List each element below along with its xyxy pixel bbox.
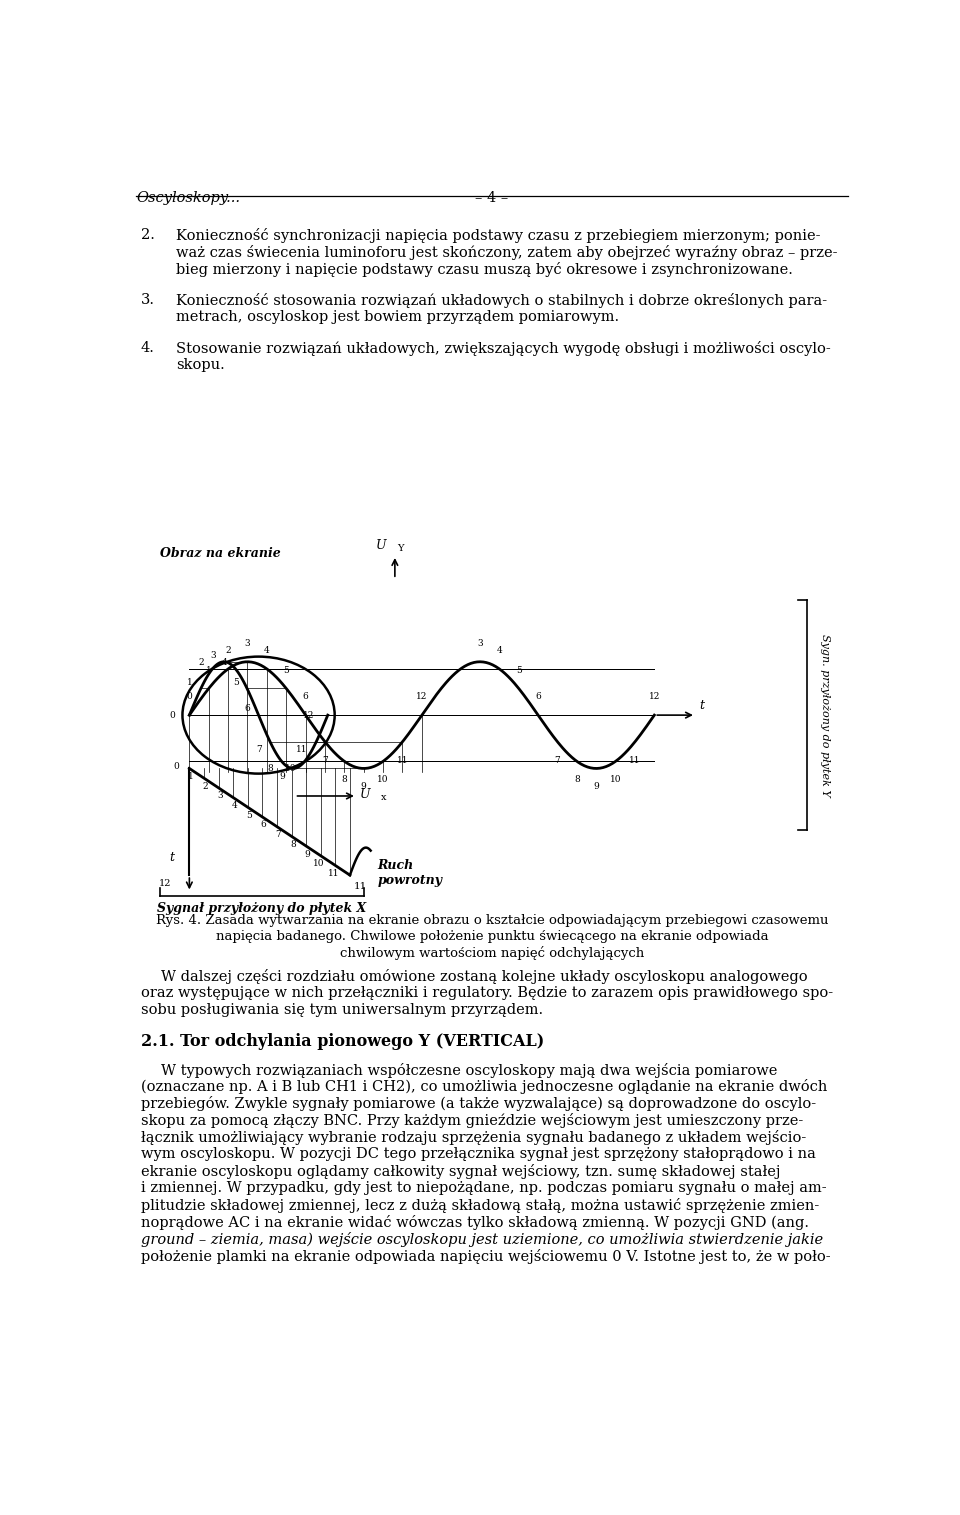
Text: 10: 10 <box>377 776 389 785</box>
Text: 0: 0 <box>170 711 176 720</box>
Text: Y: Y <box>396 544 403 553</box>
Text: 0: 0 <box>186 692 192 701</box>
Text: 6: 6 <box>302 692 308 701</box>
Text: 8: 8 <box>574 776 580 785</box>
Text: 2: 2 <box>199 658 204 667</box>
Text: 7: 7 <box>276 830 281 839</box>
Text: 11: 11 <box>328 870 340 877</box>
Text: 4.: 4. <box>141 341 155 355</box>
Text: 11: 11 <box>297 745 308 754</box>
Text: t: t <box>170 851 175 865</box>
Text: 9: 9 <box>361 782 367 791</box>
Text: 3: 3 <box>245 639 251 648</box>
Text: skopu.: skopu. <box>176 358 225 373</box>
Text: ground – ziemia, masa) wejście oscyloskopu jest uziemione, co umożliwia stwierdz: ground – ziemia, masa) wejście oscylosko… <box>141 1232 823 1247</box>
Text: 1: 1 <box>205 665 211 674</box>
Text: 9: 9 <box>279 771 285 780</box>
Text: 0: 0 <box>173 762 179 771</box>
Text: 12: 12 <box>649 692 660 701</box>
Text: Ruch
powrotny: Ruch powrotny <box>377 859 443 888</box>
Text: napięcia badanego. Chwilowe położenie punktu świecącego na ekranie odpowiada: napięcia badanego. Chwilowe położenie pu… <box>216 930 768 944</box>
Text: Konieczność synchronizacji napięcia podstawy czasu z przebiegiem mierzonym; poni: Konieczność synchronizacji napięcia pods… <box>176 229 820 244</box>
Text: położenie plamki na ekranie odpowiada napięciu wejściowemu 0 V. Istotne jest to,: położenie plamki na ekranie odpowiada na… <box>141 1248 830 1264</box>
Text: wym oscyloskopu. W pozycji DC tego przełącznika sygnał jest sprzężony stałoprądo: wym oscyloskopu. W pozycji DC tego przeł… <box>141 1147 816 1160</box>
Text: 4: 4 <box>496 647 502 654</box>
Text: 2.1. Tor odchylania pionowego Y (VERTICAL): 2.1. Tor odchylania pionowego Y (VERTICA… <box>141 1033 544 1050</box>
Text: U: U <box>360 788 371 801</box>
Text: U: U <box>375 539 386 551</box>
Text: 6: 6 <box>245 704 251 714</box>
Text: 10: 10 <box>313 859 324 868</box>
Text: 4: 4 <box>231 801 237 811</box>
Text: bieg mierzony i napięcie podstawy czasu muszą być okresowe i zsynchronizowane.: bieg mierzony i napięcie podstawy czasu … <box>176 262 793 277</box>
Text: 10: 10 <box>610 776 621 785</box>
Text: łącznik umożliwiający wybranie rodzaju sprzężenia sygnału badanego z układem wej: łącznik umożliwiający wybranie rodzaju s… <box>141 1130 806 1145</box>
Text: 7: 7 <box>256 745 262 754</box>
Text: 3: 3 <box>210 651 216 661</box>
Text: 4: 4 <box>222 658 228 667</box>
Text: Sygn. przyłożony do płytek Y: Sygn. przyłożony do płytek Y <box>821 633 830 797</box>
Text: Konieczność stosowania rozwiązań układowych o stabilnych i dobrze określonych pa: Konieczność stosowania rozwiązań układow… <box>176 294 827 308</box>
Text: 4: 4 <box>264 647 270 654</box>
Text: noprądowe AC i na ekranie widać wówczas tylko składową zmienną. W pozycji GND (a: noprądowe AC i na ekranie widać wówczas … <box>141 1215 809 1230</box>
Text: Rys. 4. Zasada wytwarzania na ekranie obrazu o kształcie odpowiadającym przebieg: Rys. 4. Zasada wytwarzania na ekranie ob… <box>156 915 828 927</box>
Text: 10: 10 <box>285 765 297 773</box>
Text: – 4 –: – 4 – <box>475 191 509 205</box>
Text: metrach, oscyloskop jest bowiem przyrządem pomiarowym.: metrach, oscyloskop jest bowiem przyrząd… <box>176 311 619 324</box>
Text: 3.: 3. <box>141 294 155 308</box>
Text: przebiegów. Zwykle sygnały pomiarowe (a także wyzwalające) są doprowadzone do os: przebiegów. Zwykle sygnały pomiarowe (a … <box>141 1097 816 1112</box>
Text: 2: 2 <box>226 647 231 654</box>
Text: 6: 6 <box>536 692 541 701</box>
Text: Obraz na ekranie: Obraz na ekranie <box>159 547 280 561</box>
Text: 5: 5 <box>233 677 239 686</box>
Text: 11: 11 <box>353 882 367 891</box>
Text: 5: 5 <box>516 665 521 674</box>
Text: 11: 11 <box>396 756 408 765</box>
Text: 6: 6 <box>261 821 267 829</box>
Text: 7: 7 <box>323 756 328 765</box>
Text: 12: 12 <box>302 711 314 720</box>
Text: skopu za pomocą złączy BNC. Przy każdym gnieździe wejściowym jest umieszczony pr: skopu za pomocą złączy BNC. Przy każdym … <box>141 1114 804 1129</box>
Text: W dalszej części rozdziału omówione zostaną kolejne układy oscyloskopu analogowe: W dalszej części rozdziału omówione zost… <box>161 970 807 985</box>
Text: 2.: 2. <box>141 229 155 242</box>
Text: waż czas świecenia luminoforu jest skończony, zatem aby obejrzeć wyraźny obraz –: waż czas świecenia luminoforu jest skońc… <box>176 245 837 261</box>
Text: ekranie oscyloskopu oglądamy całkowity sygnał wejściowy, tzn. sumę składowej sta: ekranie oscyloskopu oglądamy całkowity s… <box>141 1164 780 1179</box>
Text: Oscyloskopy...: Oscyloskopy... <box>136 191 240 205</box>
Text: 9: 9 <box>304 850 310 859</box>
Text: 1: 1 <box>187 677 193 686</box>
Text: 3: 3 <box>217 791 223 800</box>
Text: 1: 1 <box>188 773 194 780</box>
Text: 3: 3 <box>477 639 483 648</box>
Text: 8: 8 <box>290 839 296 848</box>
Text: 7: 7 <box>555 756 561 765</box>
Text: 12: 12 <box>159 879 172 888</box>
Text: x: x <box>381 794 387 803</box>
Text: W typowych rozwiązaniach współczesne oscyloskopy mają dwa wejścia pomiarowe: W typowych rozwiązaniach współczesne osc… <box>161 1062 778 1077</box>
Text: sobu posługiwania się tym uniwersalnym przyrządem.: sobu posługiwania się tym uniwersalnym p… <box>141 1003 543 1017</box>
Text: (oznaczane np. A i B lub CH1 i CH2), co umożliwia jednoczesne oglądanie na ekran: (oznaczane np. A i B lub CH1 i CH2), co … <box>141 1080 828 1094</box>
Text: t: t <box>699 698 705 712</box>
Text: 12: 12 <box>417 692 427 701</box>
Text: 8: 8 <box>342 776 348 785</box>
Text: oraz występujące w nich przełączniki i regulatory. Będzie to zarazem opis prawid: oraz występujące w nich przełączniki i r… <box>141 986 833 1000</box>
Text: plitudzie składowej zmiennej, lecz z dużą składową stałą, można ustawić sprzężen: plitudzie składowej zmiennej, lecz z duż… <box>141 1198 819 1214</box>
Text: 11: 11 <box>629 756 640 765</box>
Text: i zmiennej. W przypadku, gdy jest to niepożądane, np. podczas pomiaru sygnału o : i zmiennej. W przypadku, gdy jest to nie… <box>141 1182 827 1195</box>
Text: Sygnał przyłożony do płytek X: Sygnał przyłożony do płytek X <box>157 901 367 915</box>
Text: Stosowanie rozwiązań układowych, zwiększających wygodę obsługi i możliwości oscy: Stosowanie rozwiązań układowych, zwiększ… <box>176 341 830 356</box>
Text: 8: 8 <box>268 765 274 773</box>
Text: chwilowym wartościom napięć odchylających: chwilowym wartościom napięć odchylającyc… <box>340 945 644 961</box>
Text: 5: 5 <box>283 665 289 674</box>
Text: 9: 9 <box>593 782 599 791</box>
Text: 5: 5 <box>246 811 252 820</box>
Text: 2: 2 <box>203 782 208 791</box>
